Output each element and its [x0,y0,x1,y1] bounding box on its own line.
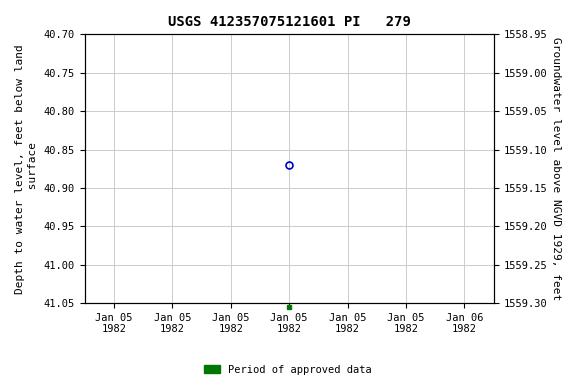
Title: USGS 412357075121601 PI   279: USGS 412357075121601 PI 279 [168,15,411,29]
Legend: Period of approved data: Period of approved data [200,361,376,379]
Y-axis label: Groundwater level above NGVD 1929, feet: Groundwater level above NGVD 1929, feet [551,37,561,300]
Y-axis label: Depth to water level, feet below land
 surface: Depth to water level, feet below land su… [15,44,38,294]
